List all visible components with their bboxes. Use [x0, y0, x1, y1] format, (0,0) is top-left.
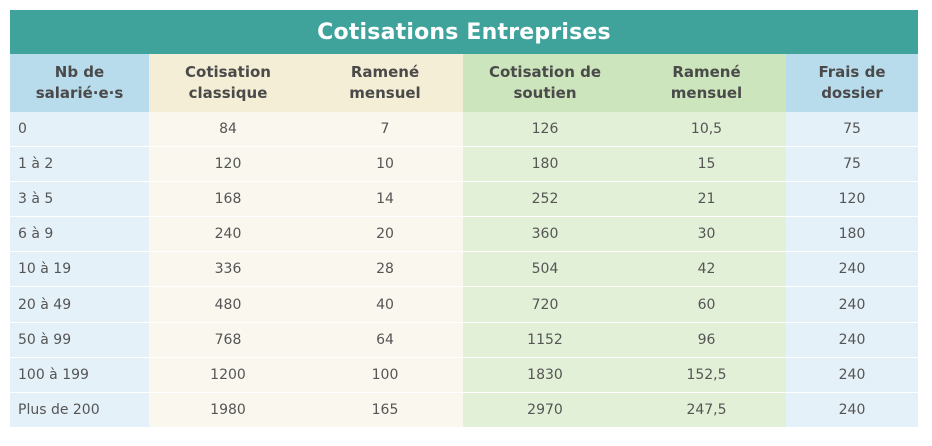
- header-ramene-mensuel-classique: Ramené mensuel: [307, 54, 463, 112]
- header-cotisation-classique: Cotisation classique: [149, 54, 307, 112]
- cell-ramene-mensuel-soutien: 10,5: [627, 112, 786, 148]
- header-row: Nb de salarié·e·s Cotisation classique Ram…: [10, 54, 918, 112]
- cell-ramene-mensuel-classique: 100: [307, 357, 463, 393]
- cell-nb-salaries: 20 à 49: [10, 286, 149, 323]
- cell-frais-dossier: 180: [786, 216, 918, 253]
- cell-ramene-mensuel-soutien: 152,5: [627, 357, 786, 393]
- cell-ramene-mensuel-classique: 10: [307, 146, 463, 183]
- cell-ramene-mensuel-soutien: 60: [627, 286, 786, 323]
- cell-ramene-mensuel-soutien: 30: [627, 216, 786, 253]
- table-row: 6 à 9 240 20 360 30 180: [10, 216, 918, 253]
- cell-cotisation-soutien: 126: [463, 112, 627, 148]
- cell-cotisation-classique: 120: [149, 146, 307, 183]
- cell-frais-dossier: 240: [786, 357, 918, 393]
- cell-ramene-mensuel-soutien: 21: [627, 181, 786, 218]
- cell-cotisation-classique: 336: [149, 251, 307, 288]
- cell-cotisation-classique: 1980: [149, 392, 307, 428]
- cell-ramene-mensuel-classique: 20: [307, 216, 463, 253]
- cell-ramene-mensuel-soutien: 247,5: [627, 392, 786, 428]
- cell-cotisation-soutien: 252: [463, 181, 627, 218]
- header-frais-dossier: Frais de dossier: [786, 54, 918, 112]
- cell-frais-dossier: 240: [786, 392, 918, 428]
- cotisations-table-container: Cotisations Entreprises Nb de salarié·e·s…: [10, 10, 918, 428]
- cell-cotisation-soutien: 720: [463, 286, 627, 323]
- cell-nb-salaries: 10 à 19: [10, 251, 149, 288]
- table-row: 20 à 49 480 40 720 60 240: [10, 286, 918, 323]
- cell-ramene-mensuel-soutien: 42: [627, 251, 786, 288]
- header-ramene-mensuel-soutien: Ramené mensuel: [627, 54, 786, 112]
- cell-frais-dossier: 240: [786, 251, 918, 288]
- cell-ramene-mensuel-soutien: 15: [627, 146, 786, 183]
- table-row: 3 à 5 168 14 252 21 120: [10, 181, 918, 218]
- cell-cotisation-soutien: 1152: [463, 322, 627, 358]
- cell-cotisation-classique: 168: [149, 181, 307, 218]
- cell-nb-salaries: 6 à 9: [10, 216, 149, 253]
- cell-cotisation-soutien: 1830: [463, 357, 627, 393]
- cotisations-table: Nb de salarié·e·s Cotisation classique Ram…: [10, 54, 918, 428]
- cell-nb-salaries: 1 à 2: [10, 146, 149, 183]
- cell-ramene-mensuel-classique: 28: [307, 251, 463, 288]
- cell-frais-dossier: 75: [786, 112, 918, 148]
- cell-ramene-mensuel-classique: 40: [307, 286, 463, 323]
- cell-frais-dossier: 120: [786, 181, 918, 218]
- cell-nb-salaries: 3 à 5: [10, 181, 149, 218]
- cell-nb-salaries: Plus de 200: [10, 392, 149, 428]
- table-row: Plus de 200 1980 165 2970 247,5 240: [10, 392, 918, 428]
- cell-ramene-mensuel-classique: 165: [307, 392, 463, 428]
- table-row: 50 à 99 768 64 1152 96 240: [10, 322, 918, 358]
- cell-ramene-mensuel-classique: 64: [307, 322, 463, 358]
- cell-cotisation-soutien: 2970: [463, 392, 627, 428]
- cell-frais-dossier: 240: [786, 286, 918, 323]
- cell-nb-salaries: 0: [10, 112, 149, 148]
- cell-cotisation-soutien: 504: [463, 251, 627, 288]
- table-body: 0 84 7 126 10,5 75 1 à 2 120 10 180 15 7…: [10, 112, 918, 428]
- cell-frais-dossier: 75: [786, 146, 918, 183]
- header-cotisation-soutien: Cotisation de soutien: [463, 54, 627, 112]
- cell-cotisation-soutien: 360: [463, 216, 627, 253]
- table-title: Cotisations Entreprises: [10, 10, 918, 54]
- table-row: 10 à 19 336 28 504 42 240: [10, 251, 918, 288]
- table-row: 100 à 199 1200 100 1830 152,5 240: [10, 357, 918, 393]
- cell-cotisation-soutien: 180: [463, 146, 627, 183]
- cell-cotisation-classique: 240: [149, 216, 307, 253]
- cell-frais-dossier: 240: [786, 322, 918, 358]
- table-row: 0 84 7 126 10,5 75: [10, 112, 918, 148]
- cell-cotisation-classique: 768: [149, 322, 307, 358]
- cell-ramene-mensuel-soutien: 96: [627, 322, 786, 358]
- cell-nb-salaries: 100 à 199: [10, 357, 149, 393]
- cell-ramene-mensuel-classique: 7: [307, 112, 463, 148]
- table-row: 1 à 2 120 10 180 15 75: [10, 146, 918, 183]
- cell-cotisation-classique: 480: [149, 286, 307, 323]
- cell-cotisation-classique: 84: [149, 112, 307, 148]
- cell-cotisation-classique: 1200: [149, 357, 307, 393]
- cell-ramene-mensuel-classique: 14: [307, 181, 463, 218]
- header-nb-salaries: Nb de salarié·e·s: [10, 54, 149, 112]
- cell-nb-salaries: 50 à 99: [10, 322, 149, 358]
